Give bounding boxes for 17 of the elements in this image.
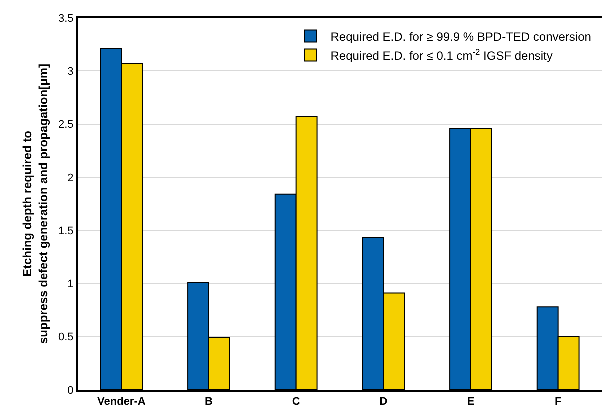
x-tick-label: F [554,396,562,408]
x-tick-label: E [467,396,475,408]
x-tick-label: B [205,396,214,408]
y-axis-title: Etching depth required to suppress defect generation and propagation[μm] [20,64,50,344]
y-tick-label: 3 [68,66,74,78]
y-tick-label: 1.5 [58,225,74,238]
y-tick-label: 1 [68,278,74,291]
legend-label: Required E.D. for ≥ 99.9 % BPD-TED conversion [330,30,592,44]
y-tick-label: 3.5 [58,12,74,25]
x-tick-label: D [380,396,388,408]
y-tick-label: 0 [68,384,74,397]
legend-label: Required E.D. for ≤ 0.1 cm$^{-2}$ IGSF density [330,46,553,63]
x-tick-label: C [292,396,300,408]
y-tick-label: 0.5 [58,332,74,344]
x-tick-label: Vender-A [98,396,146,408]
y-tick-label: 2.5 [58,119,74,132]
y-tick-label: 2 [68,172,74,184]
